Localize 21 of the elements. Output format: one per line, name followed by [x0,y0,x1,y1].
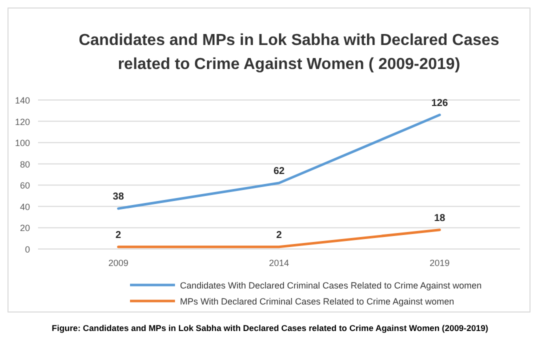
legend-label: MPs With Declared Criminal Cases Related to Crime Against women [180,296,454,306]
data-label: 2 [116,230,122,241]
y-tick-label: 0 [24,244,30,254]
data-label: 2 [276,230,282,241]
x-tick-label: 2014 [268,258,290,268]
text: Figure: Candidates and MPs in Lok Sabha with Declared Cases related to Crime Against Women (2009-2019) [52,323,488,333]
data-label: 38 [112,192,124,203]
y-tick-label: 20 [20,223,30,234]
y-tick-label: 60 [20,180,30,191]
y-tick-label: 80 [20,159,30,170]
x-tick-label: 2019 [430,258,450,268]
y-tick-label: 120 [14,116,30,127]
data-label: 18 [434,212,446,224]
legend-label: Candidates With Declared Criminal Cases Related to Crime Against women [180,280,482,290]
x-tick-label: 2009 [108,258,128,268]
y-tick-label: 100 [14,138,30,148]
chart-title: Candidates and MPs in Lok Sabha with Declared Cases related to Crime Against Women ( 2009-2019) [78,32,500,73]
y-tick-label: 40 [20,202,30,212]
y-tick-label: 140 [14,96,30,106]
data-label: 62 [273,166,285,178]
data-label: 126 [431,98,448,109]
